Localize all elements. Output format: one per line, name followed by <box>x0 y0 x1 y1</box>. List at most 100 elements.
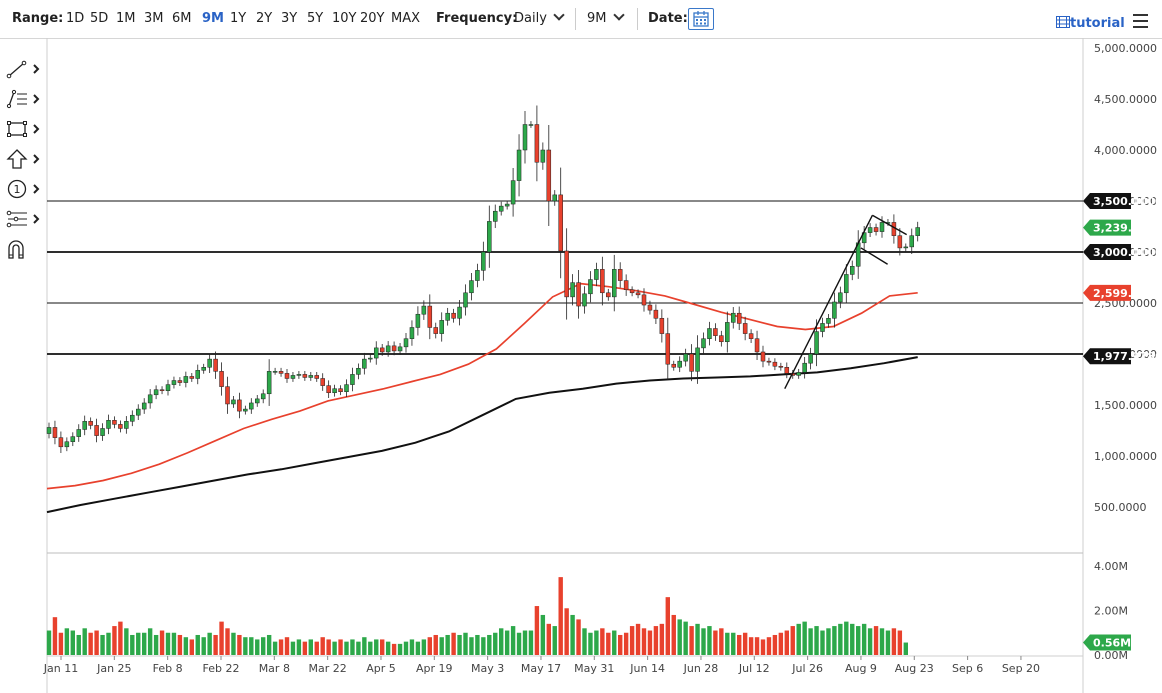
frequency-label: Frequency: <box>436 11 518 26</box>
x-tick-label: Apr 5 <box>366 662 396 675</box>
date-picker-button[interactable] <box>688 8 714 30</box>
candle-body <box>338 388 343 392</box>
period-select[interactable]: 9M <box>587 9 625 27</box>
volume-bar <box>641 628 647 655</box>
y-tick-label: 500.0000 <box>1094 501 1147 514</box>
volume-tag: 0.56M <box>1093 637 1131 650</box>
candle-body <box>421 305 427 315</box>
volume-bar <box>403 641 409 655</box>
candle-body <box>796 372 801 376</box>
range-button-1d[interactable]: 1D <box>66 11 85 26</box>
candle-body <box>689 353 694 372</box>
range-button-3m[interactable]: 3M <box>144 11 164 26</box>
volume-tick-label: 0.00M <box>1094 649 1128 662</box>
candle-body <box>498 205 504 212</box>
range-button-10y[interactable]: 10Y <box>332 11 357 26</box>
candle-body <box>516 149 522 181</box>
candle-body <box>314 375 319 379</box>
fibonacci-tool-button[interactable] <box>4 88 42 110</box>
volume-bar <box>618 634 623 655</box>
toolbar-divider <box>637 8 638 30</box>
candle-body <box>183 376 189 383</box>
range-button-3y[interactable]: 3Y <box>281 11 298 26</box>
y-tick-label: 1,000.0000 <box>1094 450 1157 463</box>
arrow-tool-button[interactable] <box>4 148 42 170</box>
x-tick-label: May 3 <box>471 662 504 675</box>
volume-bar <box>588 632 593 655</box>
rectangle-tool-button[interactable] <box>4 118 42 140</box>
candle-body <box>903 246 909 249</box>
volume-bar <box>766 637 772 655</box>
volume-bar <box>278 639 284 655</box>
volume-bar <box>296 639 302 655</box>
volume-bar <box>844 621 849 655</box>
candle-body <box>249 402 254 410</box>
candle-body <box>504 203 510 207</box>
volume-bar <box>52 617 58 655</box>
menu-icon[interactable] <box>1133 14 1148 28</box>
candle-body <box>391 345 397 352</box>
candle-body <box>356 368 361 375</box>
volume-bar <box>46 630 52 655</box>
range-button-1y[interactable]: 1Y <box>230 11 247 26</box>
line-tool-button[interactable] <box>4 58 42 80</box>
volume-tick-label: 4.00M <box>1094 560 1128 573</box>
volume-bar <box>737 634 742 655</box>
volume-bar <box>314 641 319 655</box>
candle-body <box>481 251 486 271</box>
candle-body <box>909 235 914 248</box>
candle-body <box>820 323 825 332</box>
candle-body <box>510 180 516 205</box>
candle-body <box>457 306 462 319</box>
candle-body <box>600 269 605 294</box>
volume-bar <box>64 628 70 655</box>
volume-bar <box>760 639 766 655</box>
volume-bar <box>213 634 218 655</box>
volume-bar <box>647 630 653 655</box>
candle-body <box>760 351 766 362</box>
candle-body <box>52 427 58 438</box>
magnet-button[interactable] <box>4 238 42 260</box>
candle-body <box>136 408 141 416</box>
number-marker-button[interactable]: 1 <box>4 178 42 200</box>
candle-body <box>82 421 87 430</box>
range-button-5d[interactable]: 5D <box>90 11 109 26</box>
candle-body <box>570 282 575 298</box>
volume-bar <box>427 637 432 655</box>
range-button-6m[interactable]: 6M <box>172 11 192 26</box>
range-button-1m[interactable]: 1M <box>116 11 136 26</box>
volume-bar <box>272 641 278 655</box>
pitchfork-tool-button[interactable] <box>4 208 42 230</box>
frequency-select[interactable]: Daily <box>514 9 565 27</box>
volume-bar <box>576 619 581 655</box>
range-button-max[interactable]: MAX <box>391 11 421 26</box>
volume-bar <box>284 637 290 655</box>
price-chart[interactable]: 500.00001,000.00001,500.00002,000.00002,… <box>0 38 1162 693</box>
candle-body <box>350 374 355 385</box>
volume-bar <box>903 642 908 655</box>
volume-bar <box>183 637 189 655</box>
volume-bar <box>534 606 540 655</box>
trendline-drawing[interactable] <box>860 247 888 265</box>
volume-bar <box>463 632 468 655</box>
fibonacci-tool-icon <box>6 89 40 109</box>
candle-body <box>582 293 587 307</box>
candle-body <box>850 266 855 275</box>
tutorial-link[interactable]: tutorial <box>1056 16 1125 31</box>
range-button-5y[interactable]: 5Y <box>307 11 324 26</box>
candle-body <box>683 353 688 362</box>
candle-body <box>100 428 105 436</box>
svg-text:1: 1 <box>14 183 21 196</box>
volume-bar <box>731 632 736 655</box>
range-button-2y[interactable]: 2Y <box>256 11 273 26</box>
volume-bar <box>826 628 831 655</box>
range-button-9m[interactable]: 9M <box>202 11 224 26</box>
volume-bar <box>362 637 367 655</box>
volume-bar <box>409 639 415 655</box>
candle-body <box>766 360 772 363</box>
price-tag-background <box>1083 193 1131 209</box>
range-button-20y[interactable]: 20Y <box>360 11 385 26</box>
volume-bar <box>504 630 510 655</box>
trendline-drawing[interactable] <box>784 214 874 389</box>
trendline-drawing[interactable] <box>872 214 908 236</box>
